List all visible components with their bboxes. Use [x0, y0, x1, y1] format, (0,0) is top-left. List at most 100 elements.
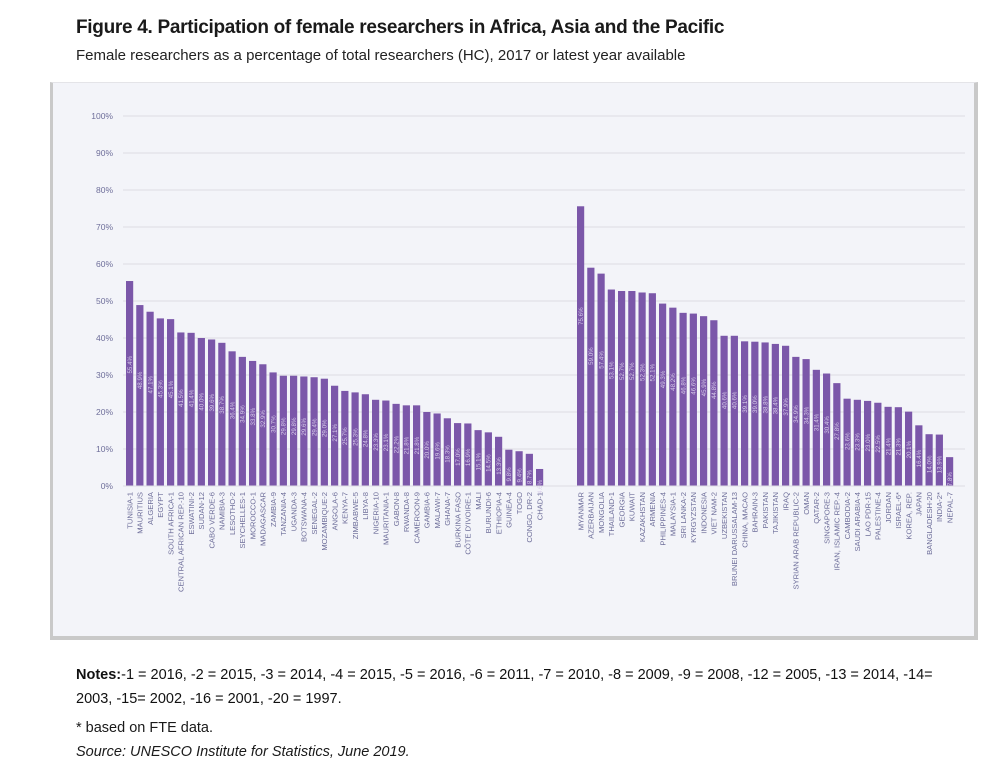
bar — [689, 313, 697, 486]
x-tick-label: GUINEA-4 — [505, 492, 514, 528]
bar-value-label: 9.4% — [516, 468, 523, 483]
x-tick-label: AZERBAIJAN — [587, 492, 596, 539]
x-tick-label: VIET NAM-2 — [710, 492, 719, 534]
x-tick-label: MAURITIUS — [136, 492, 145, 534]
bar — [413, 405, 421, 486]
x-tick-label: CHINA, MACAO — [740, 492, 749, 548]
x-tick-label: MADAGASCAR — [259, 491, 268, 546]
source-note: Source: UNESCO Institute for Statistics,… — [76, 744, 410, 760]
bar — [525, 453, 533, 486]
x-tick-label: KENYA-7 — [341, 492, 350, 524]
x-tick-label: KYRGYZSTAN — [689, 492, 698, 543]
bar — [761, 342, 769, 486]
bar-value-label: 48.2% — [670, 373, 677, 391]
y-tick-label: 70% — [96, 222, 113, 232]
x-tick-label: LIBYA-8 — [361, 492, 370, 520]
x-tick-label: INDIA-2* — [935, 492, 944, 522]
bar-value-label: 55.4% — [127, 355, 134, 373]
x-tick-label: QATAR-2 — [812, 492, 821, 524]
bar — [587, 267, 595, 486]
bar-value-label: 22.2% — [393, 435, 400, 453]
fte-note: * based on FTE data. — [76, 720, 214, 736]
bar — [597, 273, 605, 486]
bar-value-label: 27.8% — [834, 422, 841, 440]
bar — [372, 399, 380, 486]
bar-value-label: 30.7% — [270, 415, 277, 433]
x-tick-label: GEORGIA — [617, 491, 626, 527]
x-tick-label: THAILAND-1 — [607, 492, 616, 536]
bar — [167, 319, 175, 486]
bar-value-label: 30.4% — [824, 416, 831, 434]
bar — [884, 406, 892, 486]
bar — [218, 342, 226, 486]
x-tick-label: SEYCHELLES-1 — [238, 492, 247, 549]
x-tick-label: MONGOLIA — [597, 491, 606, 533]
bar-value-label: 22.5% — [875, 435, 882, 453]
bar-value-label: 75.6% — [578, 307, 585, 325]
x-tick-label: TOGO — [515, 492, 524, 514]
x-tick-label: CABO VERDE-6 — [207, 492, 216, 549]
x-tick-label: ZAMBIA-9 — [269, 492, 278, 527]
x-tick-label: BURKINA FASO — [453, 492, 462, 548]
x-tick-label: KOREA, REP. — [904, 492, 913, 540]
bar-value-label: 53.1% — [609, 361, 616, 379]
x-tick-label: GAMBIA-6 — [423, 492, 432, 528]
bar — [392, 403, 400, 486]
bar-value-label: 52.3% — [639, 363, 646, 381]
x-tick-label: LAO PDR-15 — [863, 492, 872, 536]
x-tick-label: GABON-8 — [392, 492, 401, 526]
y-tick-label: 30% — [96, 370, 113, 380]
x-tick-label: BOTSWANA-4 — [300, 492, 309, 542]
figure-title: Figure 4. Participation of female resear… — [76, 17, 725, 38]
x-tick-label: MAURITANIA-1 — [382, 492, 391, 545]
bar-value-label: 40.6% — [721, 391, 728, 409]
bar-value-label: 40.6% — [732, 391, 739, 409]
bar-value-label: 45.3% — [158, 380, 165, 398]
bar-value-label: 36.4% — [229, 401, 236, 419]
bar-value-label: 39.1% — [742, 395, 749, 413]
x-tick-label: ANGOLA-6 — [330, 492, 339, 530]
bar-value-label: 21.4% — [885, 437, 892, 455]
x-tick-label: LESOTHO-2 — [228, 492, 237, 535]
bar — [915, 425, 923, 486]
bar — [874, 402, 882, 486]
bar — [238, 356, 246, 486]
x-tick-label: PHILIPPINES-4 — [658, 492, 667, 546]
x-tick-label: PALESTINE-4 — [874, 492, 883, 540]
bar-value-label: 29.6% — [301, 418, 308, 436]
bar — [351, 392, 359, 486]
bar — [505, 449, 513, 486]
bar-value-label: 41.5% — [178, 389, 185, 407]
x-tick-label: ZIMBABWE-5 — [351, 492, 360, 539]
bar-value-label: 24.8% — [363, 429, 370, 447]
chart-frame: 0% 10% 20% 30% 40% 50% 60% 70% 80% 90% 100% 55.4% TU… — [50, 82, 978, 640]
x-tick-label: CÔTE D'IVOIRE-1 — [464, 492, 473, 555]
notes-label: Notes: — [76, 667, 122, 683]
bar-value-label: 20.1% — [906, 440, 913, 458]
x-tick-label: SRI LANKA-2 — [679, 492, 688, 538]
x-tick-label: KAZAKHSTAN — [638, 492, 647, 542]
x-tick-label: BURUNDI-6 — [484, 492, 493, 533]
x-tick-label: SOUTH AFRICA-1 — [166, 492, 175, 555]
bar — [720, 335, 728, 486]
x-tick-label: CENTRAL AFRICAN REP.-10 — [177, 492, 186, 592]
bar-value-label: 52.1% — [650, 363, 657, 381]
x-tick-label: RWANDA-8 — [402, 492, 411, 532]
bar — [310, 377, 318, 486]
bar — [228, 351, 236, 486]
bar-value-label: 52.7% — [619, 362, 626, 380]
x-tick-label: JORDAN — [884, 492, 893, 523]
bar-value-label: 23.1% — [383, 433, 390, 451]
bar-value-label: 46.8% — [680, 376, 687, 394]
x-tick-label: BAHRAIN-3 — [751, 492, 760, 533]
x-tick-label: TANZANIA-4 — [279, 492, 288, 536]
bar-value-label: 17.0% — [455, 448, 462, 466]
bar — [853, 399, 861, 486]
x-tick-label: ALGERIA — [146, 491, 155, 525]
bar-value-label: 29.8% — [291, 417, 298, 435]
bar — [269, 372, 277, 486]
bar — [823, 373, 831, 486]
bar — [515, 451, 523, 486]
bar-value-label: 33.8% — [250, 407, 257, 425]
x-tick-label: IRAN, ISLAMIC REP.-4 — [833, 492, 842, 570]
